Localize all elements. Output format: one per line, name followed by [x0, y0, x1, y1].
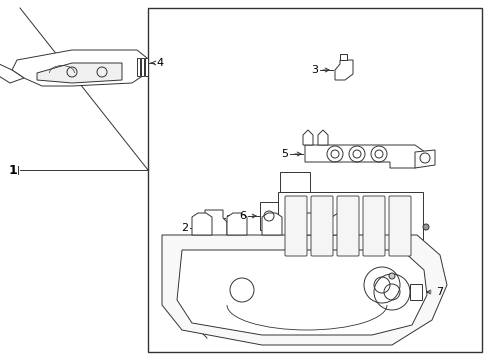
- Bar: [148, 8, 482, 352]
- Text: 1: 1: [8, 163, 17, 176]
- Polygon shape: [262, 213, 282, 235]
- Bar: [260, 202, 278, 230]
- Polygon shape: [137, 58, 140, 76]
- FancyBboxPatch shape: [285, 196, 307, 256]
- Text: 3: 3: [311, 65, 318, 75]
- Polygon shape: [335, 60, 353, 80]
- Polygon shape: [141, 58, 144, 76]
- Text: 4: 4: [156, 58, 163, 68]
- Polygon shape: [303, 130, 313, 145]
- FancyBboxPatch shape: [311, 196, 333, 256]
- Text: 7: 7: [436, 287, 443, 297]
- Polygon shape: [162, 235, 447, 345]
- Text: 5: 5: [281, 149, 288, 159]
- FancyBboxPatch shape: [389, 196, 411, 256]
- FancyBboxPatch shape: [337, 196, 359, 256]
- Bar: [278, 192, 423, 262]
- Polygon shape: [340, 54, 347, 60]
- Polygon shape: [332, 213, 352, 235]
- FancyBboxPatch shape: [363, 196, 385, 256]
- Polygon shape: [145, 58, 148, 76]
- Polygon shape: [177, 250, 427, 335]
- Polygon shape: [0, 63, 24, 83]
- Text: 2: 2: [181, 223, 188, 233]
- Polygon shape: [37, 63, 122, 83]
- Polygon shape: [205, 210, 227, 245]
- Circle shape: [423, 224, 429, 230]
- Circle shape: [389, 273, 395, 279]
- Polygon shape: [415, 150, 435, 168]
- Polygon shape: [192, 213, 212, 235]
- Polygon shape: [12, 50, 147, 86]
- Polygon shape: [305, 145, 425, 168]
- Polygon shape: [410, 284, 422, 300]
- Polygon shape: [227, 213, 247, 235]
- Polygon shape: [318, 130, 328, 145]
- Polygon shape: [227, 215, 235, 230]
- Bar: [280, 172, 310, 192]
- Text: 6: 6: [239, 211, 246, 221]
- Polygon shape: [297, 213, 317, 235]
